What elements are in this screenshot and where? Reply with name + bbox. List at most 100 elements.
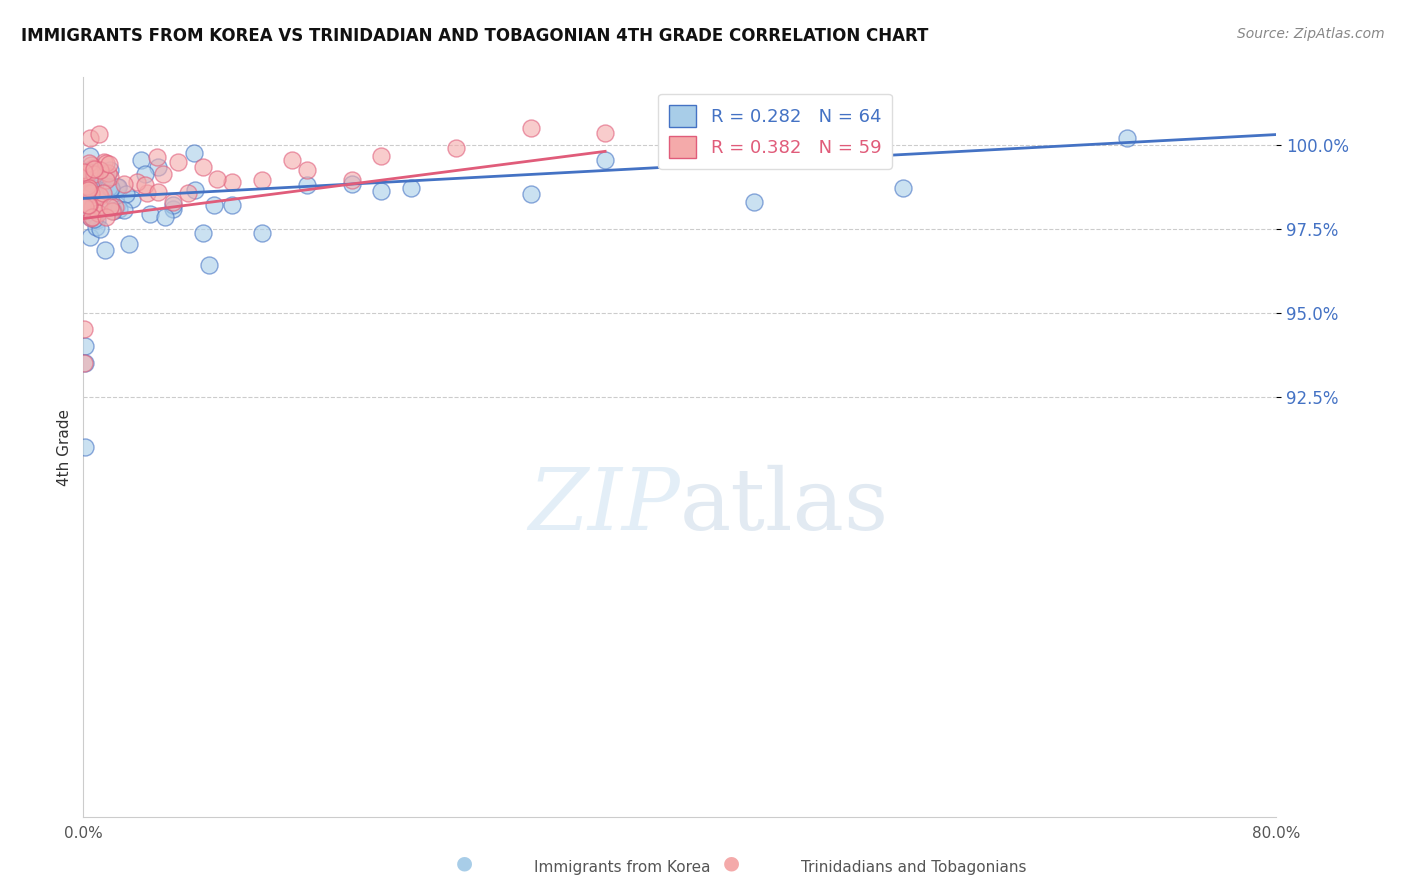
Point (340, 178, 363, 192)
Point (79, 210, 101, 224)
Point (75, 339, 97, 353)
Point (101, 203, 124, 218)
Point (221, 175, 243, 189)
Point (198, 258, 221, 272)
Text: IMMIGRANTS FROM KOREA VS TRINIDADIAN AND TOBAGONIAN 4TH GRADE CORRELATION CHART: IMMIGRANTS FROM KOREA VS TRINIDADIAN AND… (21, 27, 928, 45)
Point (148, 161, 170, 175)
Point (79, 155, 101, 169)
Point (77, 196, 100, 211)
Point (134, 167, 156, 181)
Point (519, 120, 541, 135)
Legend: R = 0.282   N = 64, R = 0.382   N = 59: R = 0.282 N = 64, R = 0.382 N = 59 (658, 94, 891, 169)
Point (79, 197, 101, 211)
Point (146, 185, 169, 199)
Point (107, 180, 129, 194)
Point (82, 161, 104, 175)
Point (89, 162, 111, 177)
Point (340, 173, 363, 187)
Point (80, 211, 103, 226)
Point (80, 165, 103, 179)
Point (281, 153, 304, 168)
Point (98, 201, 121, 215)
Point (83, 211, 105, 226)
Point (221, 198, 243, 212)
Point (80, 200, 103, 214)
Point (162, 197, 184, 211)
Point (80, 177, 103, 191)
Point (100, 169, 122, 184)
Point (152, 167, 174, 181)
Point (84, 219, 107, 234)
Point (742, 194, 765, 209)
Point (100, 181, 122, 195)
Point (94, 155, 117, 169)
Point (136, 186, 159, 201)
Point (76, 179, 98, 194)
Point (891, 181, 914, 195)
Point (76, 198, 98, 212)
Point (112, 177, 135, 191)
Point (176, 186, 198, 200)
Point (250, 173, 273, 187)
Point (183, 145, 205, 160)
Point (202, 198, 225, 212)
Point (125, 175, 148, 189)
Point (593, 153, 616, 167)
Point (593, 126, 616, 140)
Point (207, 171, 229, 186)
Text: ZIP: ZIP (527, 465, 679, 548)
Point (73, 356, 96, 370)
Point (184, 183, 207, 197)
Point (145, 150, 167, 164)
Point (121, 193, 143, 207)
Point (191, 226, 214, 240)
Text: ●: ● (456, 854, 472, 872)
Point (97, 166, 120, 180)
Point (86, 212, 108, 227)
Point (155, 210, 177, 224)
Point (90, 170, 112, 185)
Point (86, 165, 108, 179)
Point (80, 192, 103, 206)
Point (129, 153, 152, 167)
Text: ●: ● (723, 854, 740, 872)
Point (87, 206, 110, 220)
Text: Trinidadians and Tobagonians: Trinidadians and Tobagonians (801, 861, 1026, 875)
Point (86, 187, 108, 202)
Text: Source: ZipAtlas.com: Source: ZipAtlas.com (1237, 27, 1385, 41)
Point (97, 157, 120, 171)
Point (79, 131, 101, 145)
Point (75, 191, 97, 205)
Point (94, 168, 117, 182)
Point (118, 236, 141, 251)
Point (100, 198, 122, 212)
Point (112, 202, 135, 217)
Point (77, 198, 100, 212)
Point (96, 210, 118, 224)
Point (89, 189, 111, 203)
Point (73, 356, 96, 370)
Point (101, 203, 124, 218)
Point (80, 210, 103, 224)
Point (97, 180, 120, 194)
Point (295, 162, 318, 177)
Point (98, 162, 121, 177)
Point (370, 149, 392, 163)
Point (84, 164, 107, 178)
Point (295, 178, 318, 192)
Point (107, 180, 129, 194)
Point (73, 322, 96, 336)
Point (104, 200, 127, 214)
Point (1116, 131, 1139, 145)
Point (73, 440, 96, 454)
Point (93, 181, 115, 195)
Point (89, 222, 111, 236)
Point (115, 186, 138, 201)
Point (87, 199, 110, 213)
Point (519, 186, 541, 201)
Point (82, 174, 104, 188)
Point (93, 155, 115, 169)
Point (80, 162, 103, 177)
Point (73, 165, 96, 179)
Point (401, 180, 423, 194)
